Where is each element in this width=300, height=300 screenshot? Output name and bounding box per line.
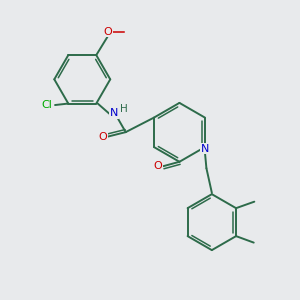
Text: O: O <box>154 161 162 171</box>
Text: N: N <box>110 108 118 118</box>
Text: Cl: Cl <box>41 100 52 110</box>
Text: N: N <box>201 143 209 154</box>
Text: O: O <box>98 131 107 142</box>
Text: H: H <box>120 103 128 114</box>
Text: O: O <box>104 27 112 37</box>
